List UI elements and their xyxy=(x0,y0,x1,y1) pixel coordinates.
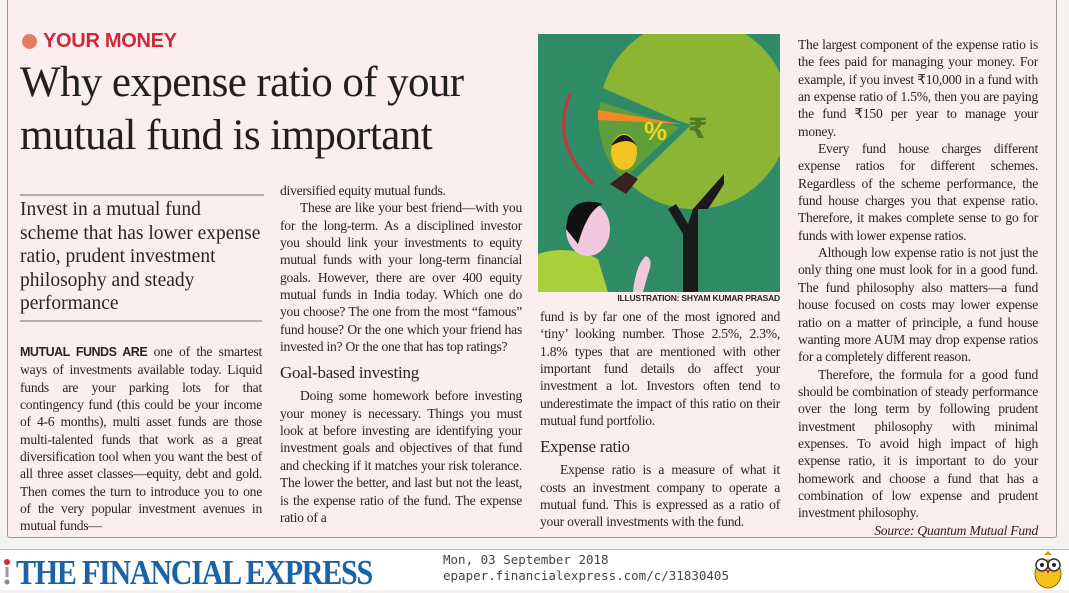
pie-chart-large xyxy=(603,34,780,210)
owl-mascot-icon xyxy=(1034,551,1062,589)
paragraph: Every fund house charges different expen… xyxy=(798,141,1038,243)
paragraph: Although low expense ratio is not just t… xyxy=(798,245,1038,365)
column-4: The largest component of the expense rat… xyxy=(798,36,1038,539)
illustration-credit: ILLUSTRATION: SHYAM KUMAR PRASAD xyxy=(617,293,780,303)
kicker-text: YOUR MONEY xyxy=(43,30,177,52)
column-3: fund is by far one of the most ignored a… xyxy=(540,308,780,531)
section-kicker: YOUR MONEY xyxy=(22,30,177,53)
lead-in: MUTUAL FUNDS ARE xyxy=(20,345,148,359)
paragraph: Therefore, the formula for a good fund s… xyxy=(798,366,1038,521)
edition-meta: Mon, 03 September 2018 epaper.financiale… xyxy=(443,552,729,584)
standfirst-rule xyxy=(20,320,262,322)
illustration: % ₹ xyxy=(538,34,780,292)
orange-wedge xyxy=(598,110,683,124)
paragraph: fund is by far one of the most ignored a… xyxy=(540,309,780,429)
subheading: Goal-based investing xyxy=(280,363,419,383)
logo-mark-icon xyxy=(4,559,10,585)
subheading: Expense ratio xyxy=(540,437,630,457)
paragraph: Doing some homework before investing you… xyxy=(280,388,522,525)
rupee-icon: ₹ xyxy=(688,112,707,145)
tree-trunk xyxy=(668,174,724,292)
headline: Why expense ratio of your mutual fund is… xyxy=(20,59,464,159)
paragraph: diversified equity mutual funds. xyxy=(280,183,446,198)
paragraph: Expense ratio is a measure of what it co… xyxy=(540,462,780,530)
double-arrow-icon xyxy=(562,93,595,186)
footer-bar: THE FINANCIAL EXPRESS Mon, 03 September … xyxy=(0,549,1069,592)
paragraph: These are like your best friend—with you… xyxy=(280,200,522,355)
publication-logo[interactable]: THE FINANCIAL EXPRESS xyxy=(16,553,373,592)
edition-date: Mon, 03 September 2018 xyxy=(443,552,609,567)
paragraph-text: one of the smartest ways of investments … xyxy=(20,344,262,534)
paragraph: The largest component of the expense rat… xyxy=(798,37,1038,139)
bullet-dot-icon xyxy=(22,34,37,49)
businessman-figure xyxy=(610,134,638,194)
paragraph: MUTUAL FUNDS ARE one of the smartest way… xyxy=(20,343,262,535)
source-credit: Source: Quantum Mutual Fund xyxy=(874,522,1038,538)
percent-icon: % xyxy=(644,116,667,146)
article-clipping xyxy=(7,0,1057,538)
thinking-man-figure xyxy=(538,201,651,292)
epaper-url[interactable]: epaper.financialexpress.com/c/31830405 xyxy=(443,568,729,583)
column-2: diversified equity mutual funds. These a… xyxy=(280,182,522,526)
column-1: MUTUAL FUNDS ARE one of the smartest way… xyxy=(20,343,262,535)
standfirst: Invest in a mutual fund scheme that has … xyxy=(20,194,264,316)
